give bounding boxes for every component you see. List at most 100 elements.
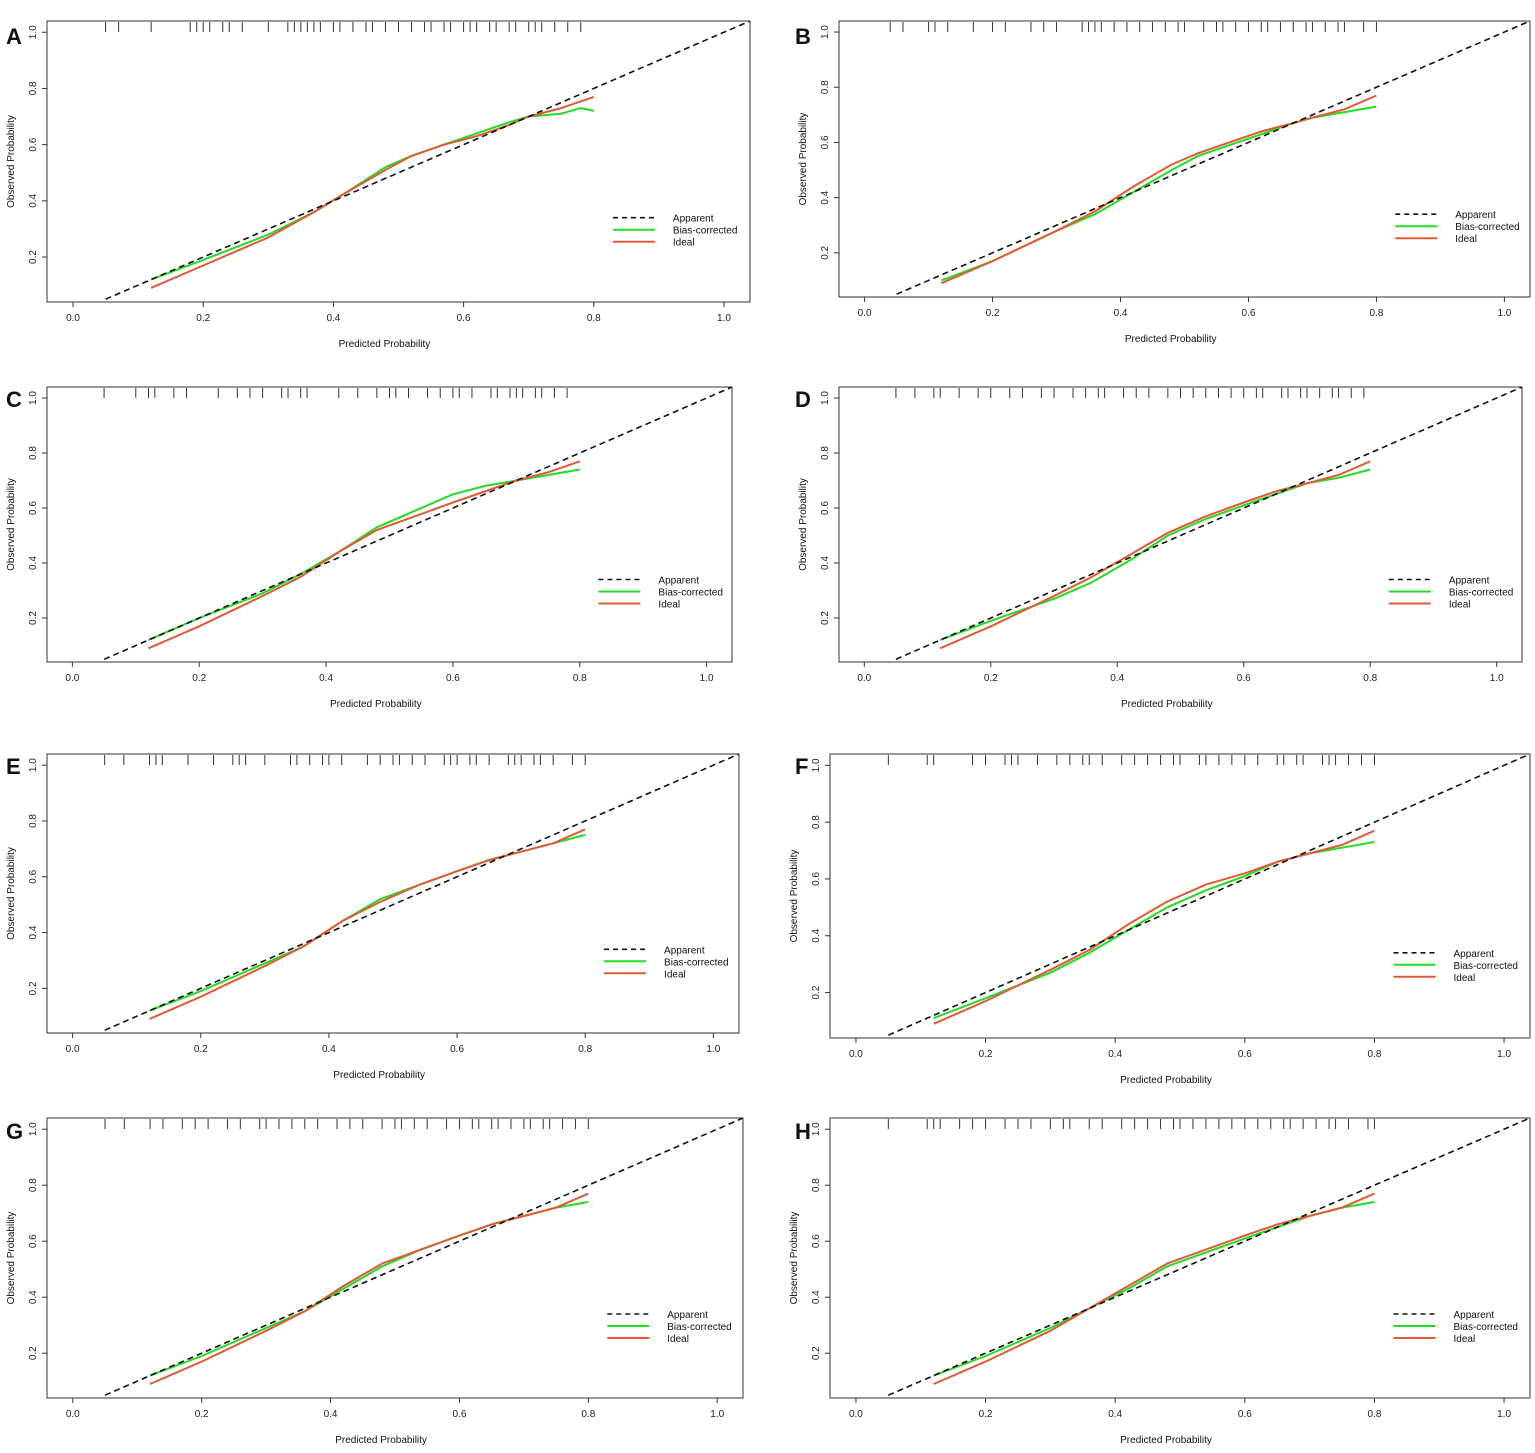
- x-tick-label: 0.2: [195, 1409, 209, 1420]
- legend-label: Apparent: [658, 576, 699, 587]
- series-line-ideal: [933, 829, 1375, 1025]
- x-tick-label: 1.0: [1497, 308, 1511, 319]
- series-line-ideal: [149, 1192, 589, 1385]
- y-tick-label: 0.2: [811, 985, 822, 999]
- x-tick-label: 0.0: [65, 673, 79, 684]
- x-tick-label: 0.4: [322, 1044, 336, 1055]
- y-tick-label: 0.4: [811, 1290, 822, 1304]
- y-tick-label: 0.8: [28, 446, 39, 460]
- rug-marks: [887, 1119, 1375, 1129]
- legend-label: Bias-corrected: [1455, 222, 1519, 233]
- calibration-panel-f: F 0.0 0.2 0.4 0.6 0.8 1.0 Predicted Probability…: [789, 753, 1531, 1086]
- rug-marks: [105, 22, 582, 32]
- x-tick-label: 0.8: [581, 1409, 595, 1420]
- y-tick-label: 0.4: [28, 556, 39, 570]
- plot-frame: [46, 20, 751, 303]
- y-axis-title: Observed Probability: [6, 115, 17, 208]
- y-axis-title: Observed Probability: [6, 847, 17, 940]
- x-tick-label: 0.2: [196, 313, 210, 324]
- x-tick-label: 0.2: [979, 1049, 993, 1060]
- series-line-apparent: [105, 21, 750, 300]
- y-tick-label: 0.4: [820, 190, 831, 204]
- y-tick-label: 0.4: [811, 928, 822, 942]
- y-tick-label: 0.4: [28, 925, 39, 939]
- calibration-panel-c: C 0.0 0.2 0.4 0.6 0.8 1.0 Predicted Probability…: [6, 386, 733, 710]
- y-tick-label: 1.0: [820, 25, 831, 39]
- series-line-apparent: [103, 387, 732, 661]
- y-tick-label: 1.0: [820, 391, 831, 405]
- series-line-bias-corrected: [149, 1201, 589, 1377]
- y-tick-label: 0.8: [820, 80, 831, 94]
- y-tick-label: 1.0: [28, 758, 39, 772]
- rug-marks: [104, 1119, 589, 1129]
- legend-label: Ideal: [673, 238, 695, 249]
- plot-frame: [838, 386, 1523, 663]
- series-line-ideal: [933, 1192, 1375, 1385]
- y-axis-title: Observed Probability: [798, 478, 809, 571]
- x-tick-label: 1.0: [706, 1044, 720, 1055]
- legend-label: Apparent: [667, 1310, 708, 1321]
- plot-frame: [46, 386, 733, 663]
- y-tick-label: 0.2: [820, 611, 831, 625]
- x-axis-title: Predicted Probability: [333, 1070, 425, 1081]
- y-axis-title: Observed Probability: [789, 850, 800, 943]
- legend-label: Apparent: [1449, 576, 1490, 587]
- y-tick-label: 0.2: [820, 245, 831, 259]
- y-tick-label: 0.4: [28, 1290, 39, 1304]
- legend-label: Bias-corrected: [1449, 588, 1513, 599]
- x-tick-label: 0.4: [1108, 1049, 1122, 1060]
- panel-label: A: [6, 24, 22, 49]
- legend-label: Ideal: [658, 600, 680, 611]
- calibration-panel-e: E 0.0 0.2 0.4 0.6 0.8 1.0 Predicted Probability…: [6, 753, 740, 1081]
- y-tick-label: 1.0: [28, 25, 39, 39]
- series-line-ideal: [939, 460, 1371, 650]
- series-line-apparent: [896, 21, 1530, 295]
- y-tick-label: 0.2: [28, 611, 39, 625]
- legend-label: Ideal: [667, 1334, 689, 1345]
- legend-label: Apparent: [1454, 949, 1495, 960]
- x-tick-label: 0.8: [578, 1044, 592, 1055]
- calibration-panel-b: B 0.0 0.2 0.4 0.6 0.8 1.0 Predicted Probability…: [795, 20, 1531, 345]
- y-tick-label: 0.4: [820, 556, 831, 570]
- x-tick-label: 0.8: [1369, 308, 1383, 319]
- calibration-panel-d: D 0.0 0.2 0.4 0.6 0.8 1.0 Predicted Probability…: [795, 386, 1523, 710]
- x-tick-label: 0.6: [457, 313, 471, 324]
- x-tick-label: 0.8: [1367, 1049, 1381, 1060]
- x-tick-label: 0.0: [858, 308, 872, 319]
- plot-frame: [829, 753, 1531, 1039]
- y-tick-label: 0.8: [811, 815, 822, 829]
- x-tick-label: 0.0: [66, 313, 80, 324]
- legend-label: Ideal: [1454, 1334, 1476, 1345]
- y-tick-label: 0.2: [28, 250, 39, 264]
- x-tick-label: 1.0: [717, 313, 731, 324]
- y-tick-label: 0.6: [28, 137, 39, 151]
- x-tick-label: 0.6: [1237, 673, 1251, 684]
- y-tick-label: 0.6: [811, 1234, 822, 1248]
- y-tick-label: 0.6: [28, 1234, 39, 1248]
- series-line-ideal: [150, 95, 595, 289]
- series-line-apparent: [887, 1118, 1530, 1396]
- y-tick-label: 0.2: [28, 981, 39, 995]
- x-tick-label: 0.6: [1238, 1049, 1252, 1060]
- x-tick-label: 0.6: [450, 1044, 464, 1055]
- x-tick-label: 0.2: [194, 1044, 208, 1055]
- plot-frame: [46, 1117, 744, 1399]
- y-tick-label: 0.8: [28, 1178, 39, 1192]
- x-tick-label: 0.8: [573, 673, 587, 684]
- calibration-panel-h: H 0.0 0.2 0.4 0.6 0.8 1.0 Predicted Probability…: [789, 1117, 1531, 1446]
- y-axis-title: Observed Probability: [6, 1212, 17, 1305]
- x-tick-label: 0.4: [1110, 673, 1124, 684]
- x-tick-label: 1.0: [700, 673, 714, 684]
- series-line-apparent: [887, 754, 1530, 1036]
- x-tick-label: 0.2: [979, 1409, 993, 1420]
- series-line-apparent: [895, 387, 1522, 661]
- rug-marks: [887, 755, 1375, 765]
- plot-frame: [46, 753, 740, 1034]
- y-tick-label: 0.6: [28, 501, 39, 515]
- panel-label: E: [6, 754, 21, 779]
- x-tick-label: 0.6: [452, 1409, 466, 1420]
- series-line-bias-corrected: [933, 1201, 1375, 1377]
- legend-label: Bias-corrected: [1454, 1322, 1518, 1333]
- rug-marks: [104, 755, 586, 765]
- x-tick-label: 1.0: [1490, 673, 1504, 684]
